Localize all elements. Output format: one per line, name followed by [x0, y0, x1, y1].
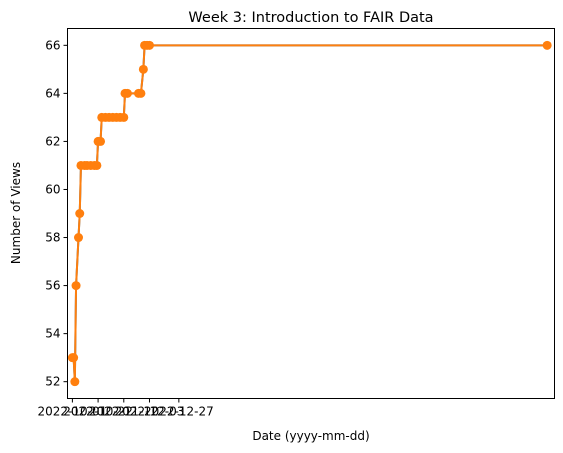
x-axis-label: Date (yyyy-mm-dd)	[252, 429, 369, 443]
y-tick-label: 54	[45, 327, 60, 341]
chart-title: Week 3: Introduction to FAIR Data	[188, 10, 433, 26]
x-tick-label: 2022-12-03	[115, 405, 185, 419]
x-axis: 2022-10-012022-10-222022-11-122022-12-03…	[38, 398, 214, 419]
plot-area	[67, 40, 552, 387]
y-tick-label: 66	[45, 38, 60, 52]
data-point	[71, 281, 81, 291]
data-point	[542, 40, 552, 50]
y-axis-label: Number of Views	[9, 162, 23, 264]
data-point	[75, 209, 85, 218]
data-point	[136, 88, 146, 98]
y-tick-label: 64	[45, 86, 60, 100]
data-point	[119, 112, 129, 122]
data-point	[70, 377, 80, 387]
data-point	[96, 136, 106, 146]
data-point	[122, 88, 132, 98]
x-tick-label: 2022-10-22	[63, 405, 133, 419]
data-point	[69, 353, 79, 363]
data-point	[92, 160, 102, 170]
x-tick-label: 2022-11-12	[89, 405, 159, 419]
y-tick-label: 58	[45, 231, 60, 245]
axes-frame	[67, 28, 555, 399]
data-point	[74, 233, 84, 243]
y-tick-label: 60	[45, 182, 60, 196]
x-tick-label: 2022-12-27	[144, 405, 214, 419]
y-tick-label: 52	[45, 375, 60, 389]
y-tick-label: 62	[45, 134, 60, 148]
data-point	[144, 40, 154, 50]
data-point	[138, 64, 148, 74]
x-tick-label: 2022-10-01	[38, 405, 108, 419]
y-axis: 52 54 56 58 60 62 64 66	[45, 38, 68, 389]
y-tick-label: 56	[45, 279, 60, 293]
